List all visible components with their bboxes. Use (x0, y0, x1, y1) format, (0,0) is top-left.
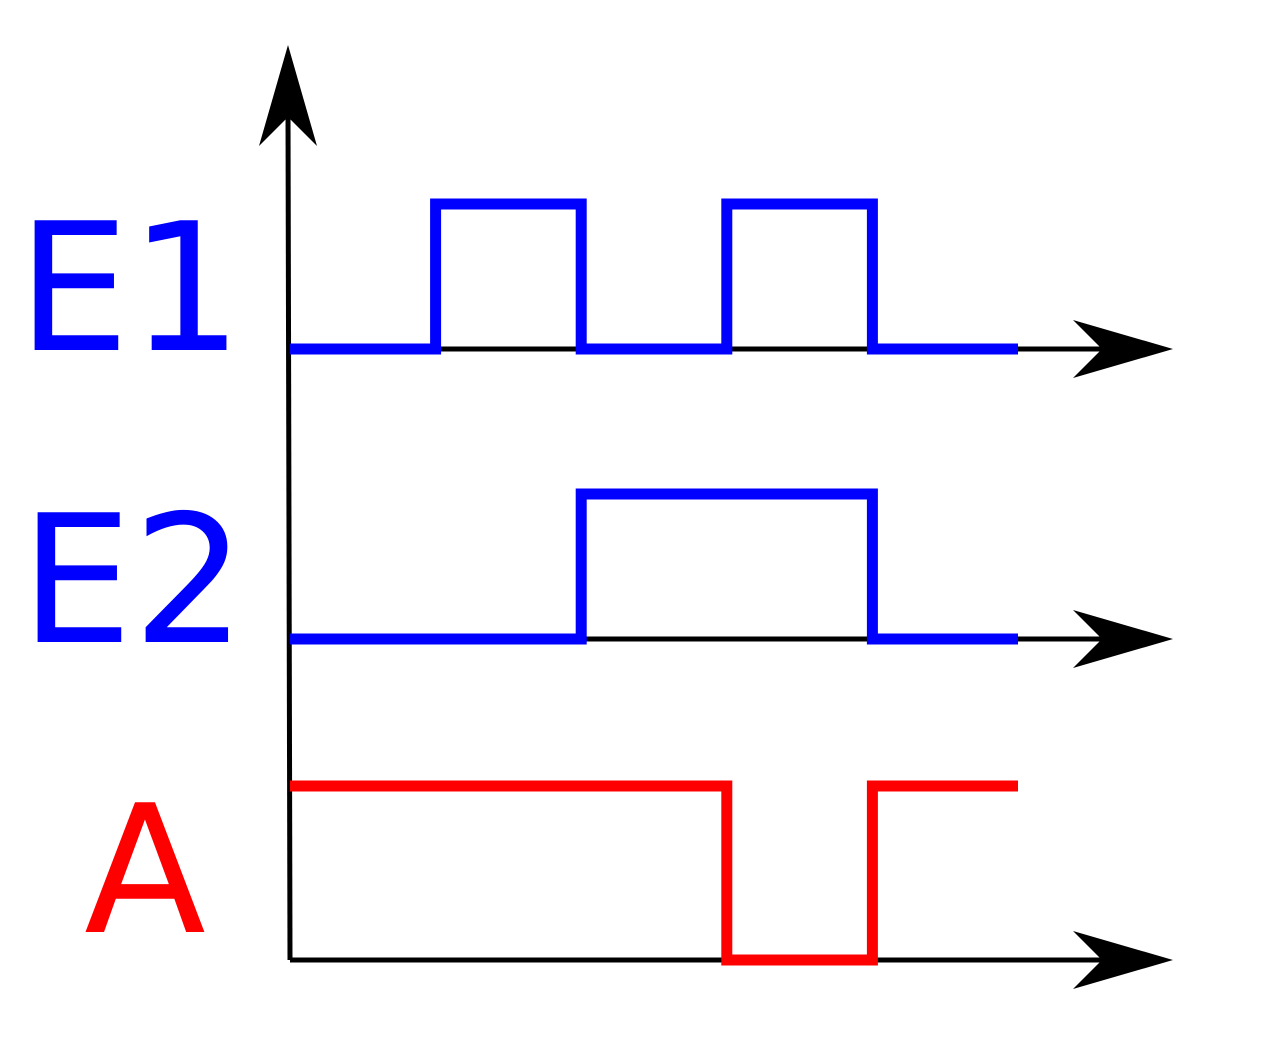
signal-a-waveform (290, 780, 1018, 966)
vertical-axis (285, 111, 293, 961)
signal-e1-waveform (290, 198, 1018, 355)
vertical-axis-arrowhead (259, 45, 317, 146)
signal-e2-label: E2 (20, 477, 246, 684)
time-axis-e1-arrowhead (1073, 320, 1173, 378)
signal-e1-label: E1 (17, 185, 243, 392)
signal-a-label: A (84, 767, 206, 974)
time-axis-e2-arrowhead (1073, 610, 1173, 668)
time-axis-a-arrowhead (1073, 931, 1173, 989)
signal-e2-waveform (290, 488, 1018, 645)
